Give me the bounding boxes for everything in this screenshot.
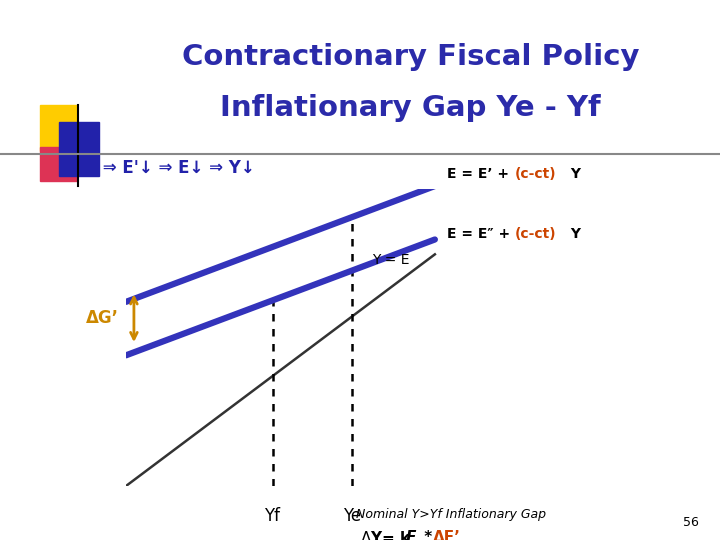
Text: G'↓: G'↓ (65, 159, 97, 177)
Text: (c-ct): (c-ct) (516, 167, 557, 181)
Text: E = E’ +: E = E’ + (446, 167, 513, 181)
Text: Y: Y (566, 167, 580, 181)
Text: E = E″ +: E = E″ + (446, 227, 515, 240)
Text: Y: Y (566, 227, 580, 240)
Text: Y = E: Y = E (372, 253, 410, 267)
Text: Contractionary Fiscal Policy: Contractionary Fiscal Policy (181, 43, 639, 71)
Text: ΔE’: ΔE’ (433, 530, 461, 540)
Text: ΔG’: ΔG’ (86, 309, 119, 327)
Text: (c-ct): (c-ct) (516, 227, 557, 240)
Text: ⇒ E'↓ ⇒ E↓ ⇒ Y↓: ⇒ E'↓ ⇒ E↓ ⇒ Y↓ (97, 159, 255, 177)
Text: E: E (405, 530, 415, 540)
Text: 56: 56 (683, 516, 698, 529)
Text: *: * (419, 530, 438, 540)
Text: Inflationary Gap Ye - Yf: Inflationary Gap Ye - Yf (220, 94, 600, 122)
Text: Yf: Yf (264, 507, 281, 525)
Text: Ye: Ye (343, 507, 361, 525)
Text: Nominal Y>Yf Inflationary Gap: Nominal Y>Yf Inflationary Gap (356, 508, 546, 521)
Text: $\Delta$Y= k: $\Delta$Y= k (360, 530, 412, 540)
